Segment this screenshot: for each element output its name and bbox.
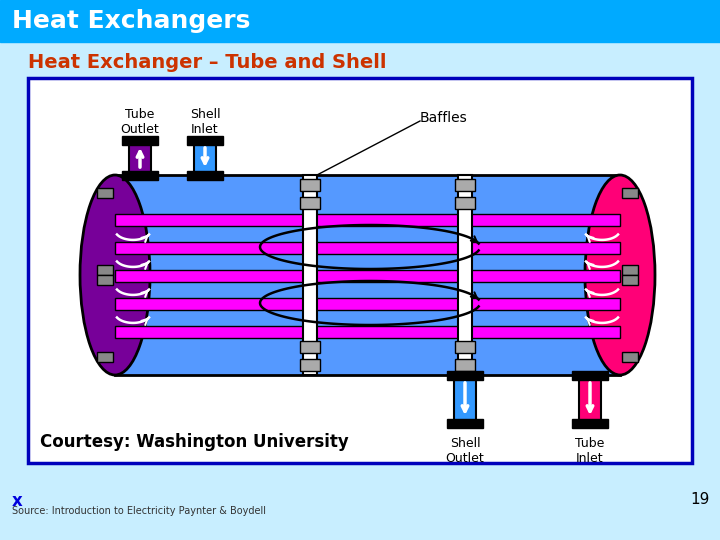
Bar bbox=[447, 370, 483, 380]
Bar bbox=[115, 326, 620, 338]
Bar bbox=[622, 188, 638, 198]
Bar bbox=[97, 265, 113, 275]
Bar bbox=[0, 0, 720, 42]
Bar bbox=[97, 188, 113, 198]
Bar bbox=[115, 175, 620, 375]
Bar bbox=[97, 352, 113, 362]
Text: Heat Exchanger – Tube and Shell: Heat Exchanger – Tube and Shell bbox=[28, 53, 387, 72]
Bar bbox=[122, 136, 158, 145]
Bar bbox=[300, 341, 320, 353]
Bar bbox=[97, 275, 113, 285]
Bar bbox=[455, 179, 475, 191]
Bar bbox=[447, 418, 483, 428]
Bar bbox=[454, 375, 476, 423]
Bar bbox=[622, 265, 638, 275]
Bar bbox=[115, 242, 620, 254]
Ellipse shape bbox=[585, 175, 655, 375]
Text: Shell
Outlet: Shell Outlet bbox=[446, 437, 485, 465]
Bar bbox=[300, 197, 320, 209]
Text: Source: Introduction to Electricity Paynter & Boydell: Source: Introduction to Electricity Payn… bbox=[12, 506, 266, 516]
Bar bbox=[194, 140, 216, 175]
Text: Courtesy: Washington University: Courtesy: Washington University bbox=[40, 433, 348, 451]
Bar bbox=[115, 298, 620, 310]
Bar bbox=[28, 78, 692, 463]
Bar bbox=[122, 171, 158, 179]
Text: Tube
Inlet: Tube Inlet bbox=[575, 437, 605, 465]
Bar bbox=[455, 341, 475, 353]
Bar bbox=[622, 275, 638, 285]
Ellipse shape bbox=[80, 175, 150, 375]
Bar bbox=[303, 175, 317, 375]
Bar bbox=[572, 418, 608, 428]
Text: x: x bbox=[12, 492, 23, 510]
Text: Tube
Outlet: Tube Outlet bbox=[121, 108, 159, 136]
Text: 19: 19 bbox=[690, 492, 710, 507]
Bar bbox=[622, 352, 638, 362]
Text: Heat Exchangers: Heat Exchangers bbox=[12, 9, 251, 33]
Bar bbox=[572, 370, 608, 380]
Bar bbox=[115, 270, 620, 282]
Bar bbox=[458, 175, 472, 375]
Bar bbox=[300, 179, 320, 191]
Text: Shell
Inlet: Shell Inlet bbox=[189, 108, 220, 136]
Bar bbox=[115, 214, 620, 226]
Bar bbox=[129, 140, 151, 175]
Bar bbox=[187, 136, 223, 145]
Bar bbox=[455, 197, 475, 209]
Bar bbox=[455, 359, 475, 371]
Bar bbox=[300, 359, 320, 371]
Bar bbox=[187, 171, 223, 179]
Bar bbox=[579, 375, 601, 423]
Text: Baffles: Baffles bbox=[420, 111, 468, 125]
